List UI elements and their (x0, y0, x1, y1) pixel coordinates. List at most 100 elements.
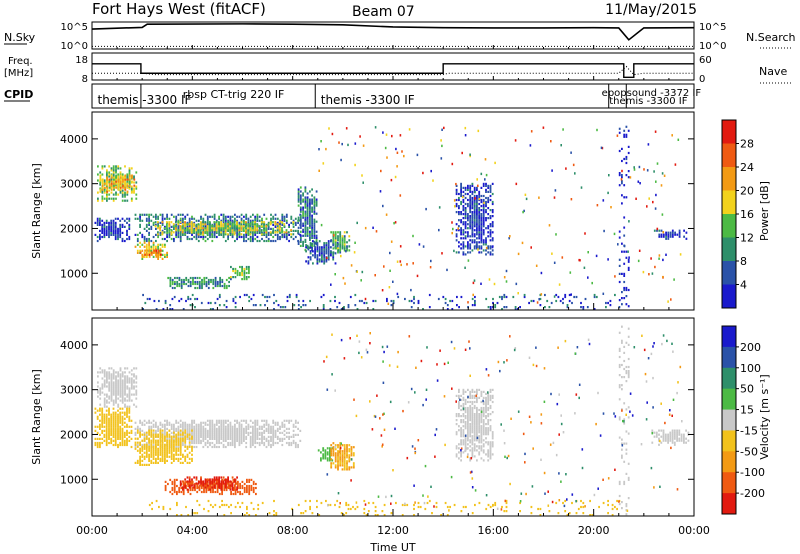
echo-cell (460, 200, 462, 204)
echo-cell (238, 227, 240, 230)
echo-cell (119, 395, 122, 398)
echo-cell (141, 213, 144, 216)
echo-cell (276, 229, 279, 232)
echo-cell (306, 226, 309, 229)
echo-cell (460, 237, 462, 240)
echo-cell (101, 387, 104, 390)
echo-cell (343, 462, 346, 465)
echo-cell (469, 413, 472, 416)
echo-cell (260, 231, 263, 234)
echo-cell (460, 221, 462, 224)
echo-cell (294, 235, 297, 239)
echo-cell (99, 235, 101, 239)
echo-cell (256, 441, 259, 445)
echo-cell (166, 421, 168, 424)
echo-cell (160, 249, 162, 252)
echo-cell (148, 251, 151, 254)
echo-cell (133, 181, 135, 184)
echo-cell (164, 453, 166, 456)
echo-cell (119, 235, 122, 239)
echo-cell (309, 232, 311, 235)
echo-cell (128, 425, 131, 428)
echo-cell (467, 388, 469, 391)
echo-cell (141, 449, 144, 452)
echo-cell (119, 381, 122, 384)
echo-cell (476, 398, 478, 402)
echo-cell (169, 282, 172, 286)
echo-cell (128, 415, 131, 418)
echo-cell (491, 225, 494, 228)
echo-cell (255, 492, 257, 496)
echo-cell (134, 445, 137, 449)
echo-cell (166, 227, 168, 230)
echo-cell (194, 276, 197, 280)
echo-cell (110, 367, 113, 370)
echo-cell (473, 219, 476, 222)
scatter-point (637, 259, 640, 263)
echo-cell (121, 381, 124, 384)
echo-cell (186, 425, 189, 428)
echo-cell (476, 186, 478, 189)
echo-cell (467, 186, 469, 189)
echo-cell (512, 295, 515, 299)
echo-cell (106, 190, 109, 193)
echo-cell (101, 191, 104, 194)
echo-cell (112, 225, 115, 228)
echo-cell (304, 230, 307, 233)
scatter-point (509, 235, 511, 238)
echo-cell (159, 243, 162, 246)
echo-cell (471, 184, 474, 187)
nsky-line (91, 23, 695, 41)
echo-cell (112, 407, 115, 410)
echo-cell (302, 230, 304, 233)
echo-cell (469, 251, 472, 254)
scatter-point (646, 205, 648, 208)
echo-cell (209, 231, 211, 234)
echo-cell (112, 229, 115, 232)
echo-cell (299, 439, 302, 442)
echo-cell (195, 431, 198, 434)
echo-cell (492, 297, 494, 301)
echo-cell (99, 423, 101, 426)
echo-cell (148, 443, 150, 447)
colorbar-tick-label: 12 (740, 232, 754, 245)
echo-cell (229, 441, 232, 445)
echo-cell (143, 433, 146, 436)
echo-cell (442, 295, 445, 299)
echo-cell (208, 223, 211, 226)
scatter-point (602, 292, 605, 295)
echo-cell (460, 394, 462, 397)
echo-cell (246, 478, 248, 481)
echo-cell (121, 415, 124, 418)
echo-cell (315, 238, 318, 241)
echo-cell (193, 441, 196, 445)
echo-cell (215, 221, 218, 224)
echo-cell (105, 227, 108, 230)
echo-cell (194, 297, 196, 301)
scatter-point (429, 266, 432, 269)
echo-cell (485, 200, 487, 204)
echo-cell (101, 182, 104, 185)
echo-cell (108, 235, 110, 239)
echo-cell (117, 437, 119, 440)
echo-cell (178, 284, 181, 288)
scatter-point (476, 178, 478, 181)
echo-cell (166, 441, 168, 444)
echo-cell (179, 443, 182, 446)
echo-cell (224, 445, 227, 449)
echo-cell (273, 293, 275, 297)
echo-cell (126, 173, 129, 176)
echo-cell (161, 459, 164, 462)
echo-cell (469, 235, 472, 238)
echo-cell (101, 195, 104, 198)
echo-cell (669, 233, 672, 236)
echo-cell (115, 385, 117, 388)
echo-cell (309, 256, 312, 259)
echo-cell (191, 423, 193, 426)
echo-cell (179, 433, 182, 436)
echo-cell (222, 429, 225, 432)
echo-cell (302, 200, 304, 203)
echo-cell (164, 301, 167, 305)
echo-cell (161, 219, 164, 222)
echo-cell (467, 439, 469, 442)
